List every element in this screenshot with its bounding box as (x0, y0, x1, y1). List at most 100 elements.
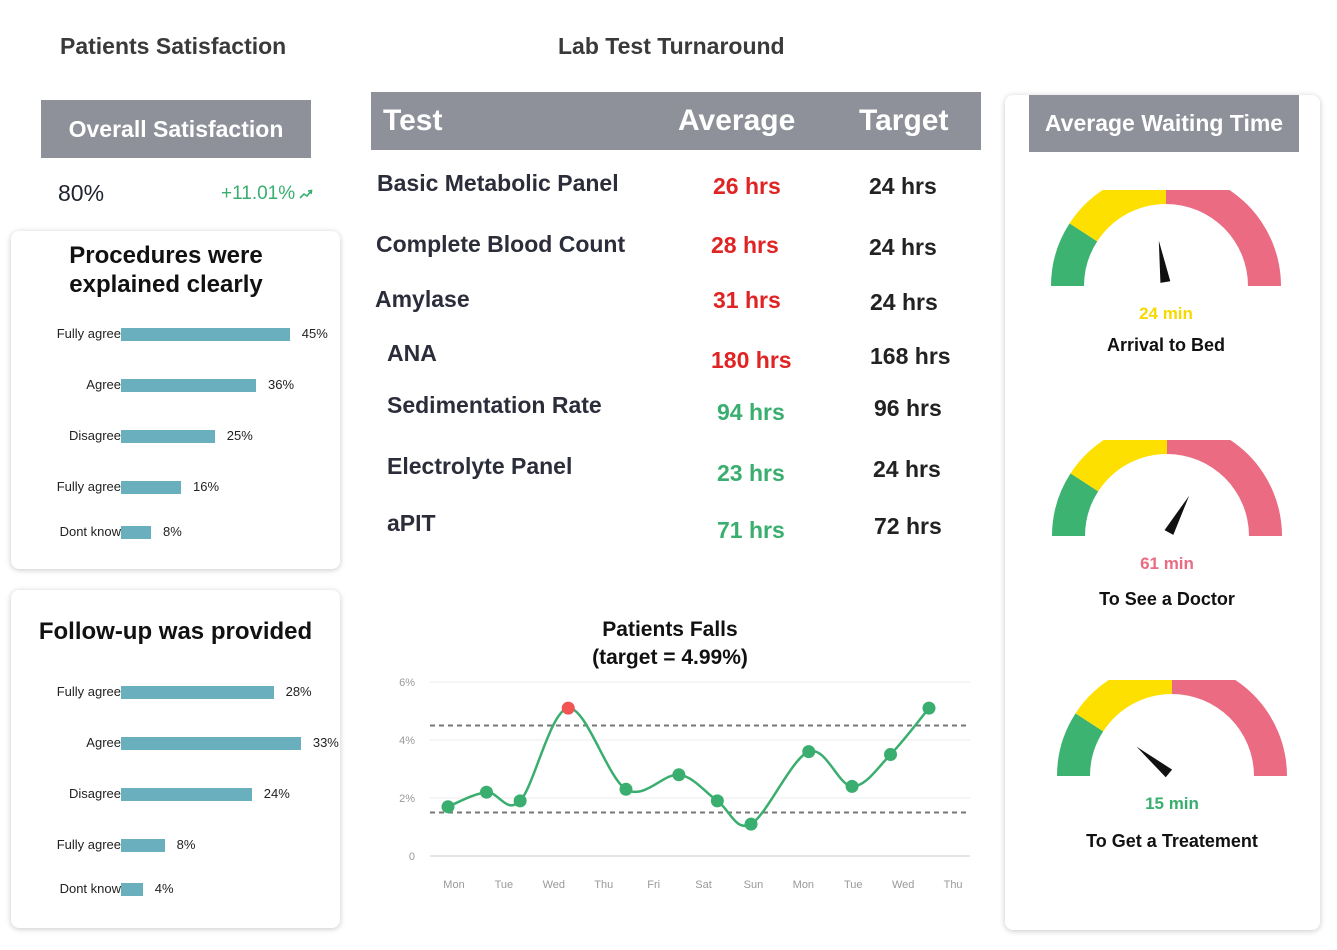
bar-row: Agree 36% (11, 376, 341, 394)
bar-fill (121, 328, 290, 341)
bar-fill (121, 481, 181, 494)
lab-test-target: 24 hrs (869, 173, 937, 199)
lab-test-name: Amylase (375, 286, 470, 312)
overall-satisfaction-change: +11.01% (221, 183, 313, 205)
y-tick-label: 0 (409, 851, 415, 863)
bar-label: Agree (86, 735, 121, 750)
gauge-label: Arrival to Bed (1106, 335, 1226, 355)
gauge-needle (1136, 746, 1173, 778)
title-line-1: Procedures were (69, 242, 263, 269)
falls-data-point (513, 794, 527, 808)
lab-test-average: 26 hrs (713, 173, 781, 199)
overall-satisfaction-value: 80% (58, 180, 105, 206)
y-tick-label: 4% (399, 735, 415, 747)
bar-fill (121, 526, 151, 539)
gauge-segment-high (1166, 190, 1281, 286)
falls-data-point (802, 745, 816, 759)
falls-data-point (479, 785, 493, 799)
bar-row: Disagree 24% (11, 785, 341, 803)
gauge-value: 24 min (1139, 304, 1193, 323)
follow-up-card-title: Follow-up was provided (38, 618, 313, 645)
falls-chart-title: Patients Falls (target = 4.99%) (540, 616, 800, 672)
lab-test-name: aPIT (387, 510, 436, 536)
gauge-dial (1052, 440, 1282, 536)
bar-fill (121, 737, 301, 750)
bar-fill (121, 883, 143, 896)
x-tick-label: Wed (543, 879, 565, 891)
lab-section-title: Lab Test Turnaround (558, 33, 785, 59)
falls-data-point (710, 794, 724, 808)
lab-test-name: Electrolyte Panel (387, 453, 573, 479)
gauge-needle (1164, 495, 1190, 535)
bar-label: Disagree (68, 786, 121, 801)
bar-percent: 28% (285, 684, 312, 699)
bar-label: Fully agree (56, 684, 121, 699)
bar-label: Dont know (59, 881, 121, 896)
x-tick-label: Mon (443, 879, 464, 891)
y-tick-label: 6% (399, 677, 415, 689)
bar-row: Dont know 4% (11, 880, 341, 898)
lab-test-average: 71 hrs (717, 517, 785, 543)
procedures-explained-card: Procedures were explained clearly Fully … (11, 231, 340, 569)
x-tick-label: Wed (892, 879, 914, 891)
gauge-dial (1051, 190, 1281, 286)
x-tick-label: Sat (695, 879, 712, 891)
lab-test-target: 72 hrs (874, 513, 942, 539)
gauge-needle (1158, 240, 1171, 283)
change-value: +11.01% (221, 183, 296, 204)
x-tick-label: Mon (793, 879, 814, 891)
gauge-segment-mid (1075, 680, 1172, 732)
header-test: Test (383, 104, 443, 137)
bar-percent: 45% (301, 326, 328, 341)
bar-label: Agree (86, 377, 121, 392)
bar-percent: 8% (176, 837, 196, 852)
lab-test-target: 24 hrs (869, 234, 937, 260)
bar-label: Dont know (59, 524, 121, 539)
falls-data-point (845, 779, 859, 793)
bar-label: Fully agree (56, 326, 121, 341)
bar-label: Fully agree (56, 479, 121, 494)
bar-row: Fully agree 45% (11, 325, 341, 343)
falls-data-point (619, 782, 633, 796)
lab-test-name: Sedimentation Rate (387, 392, 602, 418)
lab-test-target: 24 hrs (873, 456, 941, 482)
y-tick-label: 2% (399, 793, 415, 805)
satisfaction-section-title: Patients Satisfaction (60, 33, 287, 59)
chart-title-line-2: (target = 4.99%) (592, 646, 748, 669)
lab-test-target: 168 hrs (870, 343, 951, 369)
lab-test-average: 23 hrs (717, 460, 785, 486)
gauge-segment-mid (1069, 190, 1166, 242)
bar-row: Disagree 25% (11, 427, 341, 445)
falls-data-point (441, 800, 455, 814)
trending-up-icon (299, 189, 313, 199)
bar-percent: 36% (268, 377, 295, 392)
lab-table-header: Test Average Target (371, 92, 981, 150)
lab-test-name: Basic Metabolic Panel (377, 170, 619, 196)
follow-up-card: Follow-up was provided Fully agree 28% Agr… (11, 590, 340, 928)
lab-test-average: 94 hrs (717, 399, 785, 425)
x-tick-label: Sun (744, 879, 764, 891)
lab-test-average: 31 hrs (713, 287, 781, 313)
gauge-segment-low (1052, 473, 1099, 536)
bar-row: Fully agree 28% (11, 683, 341, 701)
x-tick-label: Thu (594, 879, 613, 891)
gauge-value: 61 min (1140, 554, 1194, 573)
falls-data-point (744, 817, 758, 831)
falls-data-point (672, 768, 686, 782)
gauge-label: To Get a Treatement (1086, 831, 1258, 851)
lab-test-average: 180 hrs (711, 347, 792, 373)
falls-data-point (922, 701, 936, 715)
gauge-segment-low (1051, 223, 1098, 286)
lab-test-target: 24 hrs (870, 289, 938, 315)
lab-test-average: 28 hrs (711, 232, 779, 258)
falls-line-chart: 0 2% 4% 6% Mon Tue Wed Thu Fri Sat Sun Mon Tue Wed Thu… (399, 677, 970, 891)
lab-test-name: ANA (387, 340, 437, 366)
gauge-segment-high (1167, 440, 1282, 536)
bar-fill (121, 379, 256, 392)
bar-row: Agree 33% (11, 734, 341, 752)
bar-percent: 4% (154, 881, 174, 896)
bar-percent: 16% (193, 479, 220, 494)
bar-fill (121, 839, 165, 852)
bar-percent: 24% (263, 786, 290, 801)
x-tick-label: Tue (844, 879, 863, 891)
